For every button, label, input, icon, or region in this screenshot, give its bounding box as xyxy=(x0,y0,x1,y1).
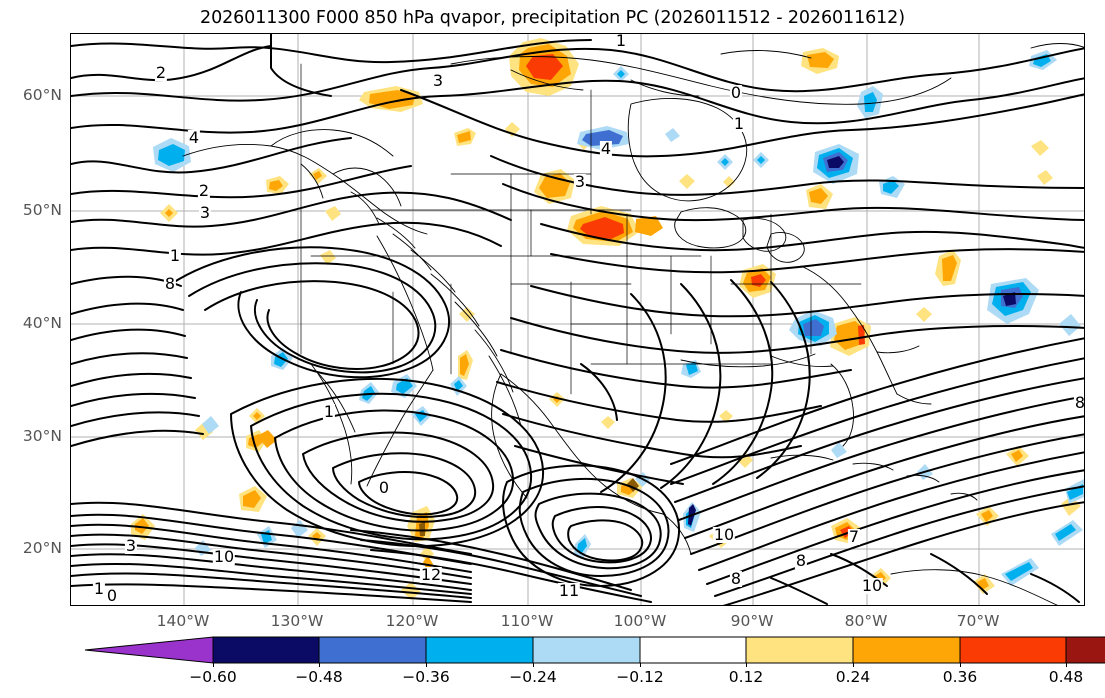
contour-label: 8 xyxy=(729,569,743,588)
colorbar-tick-4: −0.12 xyxy=(616,668,664,686)
colorbar-tick-2: −0.36 xyxy=(402,668,450,686)
map-plot-area[interactable]: 2 3 1 0 4 1 4 2 3 3 1 8 1 8 0 3 10 10 12 11 8 10 1 0 7 8 xyxy=(70,33,1085,606)
lon-tick-70: 70°W xyxy=(956,612,1000,630)
map-gridlines xyxy=(71,34,1084,605)
colorbar-tick-5: 0.12 xyxy=(728,668,764,686)
page-title: 2026011300 F000 850 hPa qvapor, precipit… xyxy=(200,8,905,28)
colorbar-cell[interactable] xyxy=(852,636,961,664)
lon-tick-80: 80°W xyxy=(844,612,888,630)
precip-pc-negative-patches xyxy=(153,50,1084,586)
contour-label: 3 xyxy=(573,172,587,191)
colorbar-cell[interactable] xyxy=(959,636,1067,664)
colorbar-tick-mark xyxy=(640,663,641,667)
contour-label: 2 xyxy=(154,63,168,82)
contour-label: 1 xyxy=(168,246,182,265)
lon-tick-130: 130°W xyxy=(270,612,324,630)
contour-label: 0 xyxy=(105,586,119,605)
colorbar-cell[interactable] xyxy=(532,636,641,664)
colorbar-cell[interactable] xyxy=(745,636,854,664)
colorbar-tick-mark xyxy=(426,663,427,667)
colorbar-tick-mark xyxy=(853,663,854,667)
contour-label: 8 xyxy=(794,551,808,570)
colorbar-tick-mark xyxy=(533,663,534,667)
coastlines-and-borders xyxy=(182,43,1084,605)
contour-label: 3 xyxy=(124,536,138,555)
lon-tick-110: 110°W xyxy=(500,612,554,630)
colorbar-cell[interactable] xyxy=(318,636,427,664)
contour-label: 2 xyxy=(197,181,211,200)
colorbar-tick-1: −0.48 xyxy=(295,668,343,686)
contour-label: 4 xyxy=(599,139,613,158)
contour-label: 0 xyxy=(377,478,391,497)
lat-tick-20: 20°N xyxy=(22,539,62,557)
contour-label: 1 xyxy=(732,114,746,133)
colorbar-tick-8: 0.48 xyxy=(1048,668,1084,686)
colorbar-cell[interactable] xyxy=(639,636,747,664)
lat-tick-30: 30°N xyxy=(22,427,62,445)
lon-tick-140: 140°W xyxy=(156,612,210,630)
colorbar-tick-0: −0.60 xyxy=(189,668,237,686)
colorbar-cell[interactable] xyxy=(212,636,320,664)
qvapor-contours xyxy=(71,34,1084,605)
contour-label: 12 xyxy=(419,565,443,584)
colorbar-cells xyxy=(84,636,1105,664)
colorbar-tick-mark xyxy=(319,663,320,667)
contour-label: 7 xyxy=(847,527,861,546)
contour-label: 8 xyxy=(163,274,177,293)
lat-tick-60: 60°N xyxy=(22,86,62,104)
colorbar-tick-mark xyxy=(746,663,747,667)
lon-tick-90: 90°W xyxy=(730,612,774,630)
contour-label: 10 xyxy=(712,525,736,544)
contour-label: 1 xyxy=(614,33,628,50)
contour-label: 8 xyxy=(1073,393,1085,412)
map-svg xyxy=(71,34,1084,605)
colorbar-cell[interactable] xyxy=(425,636,534,664)
colorbar-cell[interactable] xyxy=(1065,636,1105,664)
colorbar-tick-7: 0.36 xyxy=(942,668,978,686)
contour-label: 1 xyxy=(92,579,106,598)
colorbar-tick-mark xyxy=(960,663,961,667)
contour-label: 4 xyxy=(187,128,201,147)
contour-label: 10 xyxy=(212,547,236,566)
lat-tick-50: 50°N xyxy=(22,201,62,219)
contour-label: 3 xyxy=(198,203,212,222)
lon-tick-100: 100°W xyxy=(613,612,667,630)
contour-label: 11 xyxy=(557,581,581,600)
colorbar-tick-3: −0.24 xyxy=(509,668,557,686)
lat-tick-40: 40°N xyxy=(22,314,62,332)
colorbar-under-arrow xyxy=(84,636,214,664)
colorbar-tick-6: 0.24 xyxy=(835,668,871,686)
contour-label: 0 xyxy=(729,83,743,102)
contour-label: 10 xyxy=(860,576,884,595)
colorbar-svg xyxy=(84,636,1105,664)
colorbar[interactable] xyxy=(84,636,1105,664)
contour-label: 3 xyxy=(431,71,445,90)
contour-label: 1 xyxy=(322,402,336,421)
lon-tick-120: 120°W xyxy=(385,612,439,630)
colorbar-tick-mark xyxy=(1066,663,1067,667)
colorbar-tick-mark xyxy=(213,663,214,667)
